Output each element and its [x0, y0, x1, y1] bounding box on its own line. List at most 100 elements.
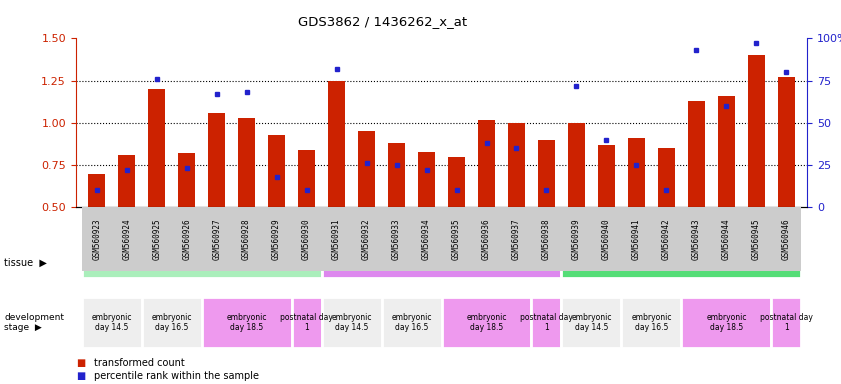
Bar — [358, 131, 375, 207]
Text: embryonic
day 16.5: embryonic day 16.5 — [632, 313, 672, 332]
Bar — [328, 81, 345, 207]
Bar — [112, 207, 141, 271]
Text: embryonic
day 18.5: embryonic day 18.5 — [706, 313, 747, 332]
Bar — [532, 297, 562, 348]
Bar — [141, 207, 172, 271]
Text: GSM560941: GSM560941 — [632, 218, 641, 260]
Bar — [771, 207, 801, 271]
Text: GSM560927: GSM560927 — [212, 218, 221, 260]
Bar — [562, 248, 801, 278]
Bar — [688, 101, 705, 207]
Bar — [292, 297, 321, 348]
Bar — [268, 135, 285, 207]
Text: GSM560932: GSM560932 — [362, 218, 371, 260]
Text: postnatal day
1: postnatal day 1 — [520, 313, 573, 332]
Bar — [711, 207, 742, 271]
Text: GDS3862 / 1436262_x_at: GDS3862 / 1436262_x_at — [299, 15, 468, 28]
Text: GSM560924: GSM560924 — [122, 218, 131, 260]
Bar — [411, 207, 442, 271]
Bar — [681, 207, 711, 271]
Bar — [562, 297, 621, 348]
Text: transformed count: transformed count — [94, 358, 185, 368]
Text: development
stage  ▶: development stage ▶ — [4, 313, 64, 332]
Text: GSM560935: GSM560935 — [452, 218, 461, 260]
Bar — [479, 119, 495, 207]
Bar — [652, 207, 681, 271]
Bar — [389, 143, 405, 207]
Bar — [681, 297, 771, 348]
Bar — [472, 207, 501, 271]
Bar — [82, 297, 141, 348]
Bar — [501, 207, 532, 271]
Text: ■: ■ — [76, 358, 85, 368]
Text: GSM560933: GSM560933 — [392, 218, 401, 260]
Text: GSM560925: GSM560925 — [152, 218, 161, 260]
Text: GSM560940: GSM560940 — [602, 218, 611, 260]
Bar — [321, 207, 352, 271]
Text: GSM560929: GSM560929 — [272, 218, 281, 260]
Text: postnatal day
1: postnatal day 1 — [280, 313, 333, 332]
Text: GSM560934: GSM560934 — [422, 218, 431, 260]
Bar — [628, 138, 645, 207]
Bar — [231, 207, 262, 271]
Text: embryonic
day 18.5: embryonic day 18.5 — [226, 313, 267, 332]
Bar — [172, 207, 202, 271]
Bar — [621, 207, 652, 271]
Bar — [292, 207, 321, 271]
Text: postnatal day
1: postnatal day 1 — [760, 313, 812, 332]
Text: GSM560945: GSM560945 — [752, 218, 761, 260]
Bar — [238, 118, 255, 207]
Bar — [442, 207, 472, 271]
Text: embryonic
day 16.5: embryonic day 16.5 — [151, 313, 192, 332]
Bar — [382, 207, 411, 271]
Bar — [771, 297, 801, 348]
Bar — [352, 207, 382, 271]
Text: efferent ducts: efferent ducts — [162, 258, 241, 268]
Bar — [778, 77, 795, 207]
Bar — [448, 157, 465, 207]
Bar — [562, 207, 591, 271]
Bar — [532, 207, 562, 271]
Bar — [569, 123, 584, 207]
Bar — [321, 248, 562, 278]
Bar — [262, 207, 292, 271]
Text: GSM560923: GSM560923 — [93, 218, 101, 260]
Bar — [82, 248, 321, 278]
Text: embryonic
day 14.5: embryonic day 14.5 — [92, 313, 132, 332]
Text: GSM560931: GSM560931 — [332, 218, 341, 260]
Text: GSM560928: GSM560928 — [242, 218, 251, 260]
Bar — [442, 297, 532, 348]
Text: epididymis: epididymis — [411, 258, 472, 268]
Text: embryonic
day 14.5: embryonic day 14.5 — [571, 313, 611, 332]
Bar — [748, 55, 764, 207]
Bar — [598, 145, 615, 207]
Text: GSM560942: GSM560942 — [662, 218, 671, 260]
Bar — [178, 153, 195, 207]
Bar — [321, 297, 382, 348]
Bar — [119, 155, 135, 207]
Text: GSM560939: GSM560939 — [572, 218, 581, 260]
Bar — [382, 297, 442, 348]
Bar — [621, 297, 681, 348]
Bar — [88, 174, 105, 207]
Bar — [508, 123, 525, 207]
Text: GSM560946: GSM560946 — [782, 218, 791, 260]
Bar — [202, 297, 292, 348]
Text: GSM560938: GSM560938 — [542, 218, 551, 260]
Text: GSM560943: GSM560943 — [692, 218, 701, 260]
Bar — [202, 207, 231, 271]
Text: GSM560926: GSM560926 — [182, 218, 191, 260]
Text: embryonic
day 14.5: embryonic day 14.5 — [331, 313, 372, 332]
Bar — [141, 297, 202, 348]
Bar — [742, 207, 771, 271]
Text: embryonic
day 16.5: embryonic day 16.5 — [391, 313, 431, 332]
Bar — [659, 148, 674, 207]
Text: embryonic
day 18.5: embryonic day 18.5 — [466, 313, 507, 332]
Text: vas deferens: vas deferens — [646, 258, 717, 268]
Bar — [718, 96, 735, 207]
Bar — [591, 207, 621, 271]
Bar — [148, 89, 165, 207]
Bar — [418, 152, 435, 207]
Text: GSM560944: GSM560944 — [722, 218, 731, 260]
Bar — [299, 150, 315, 207]
